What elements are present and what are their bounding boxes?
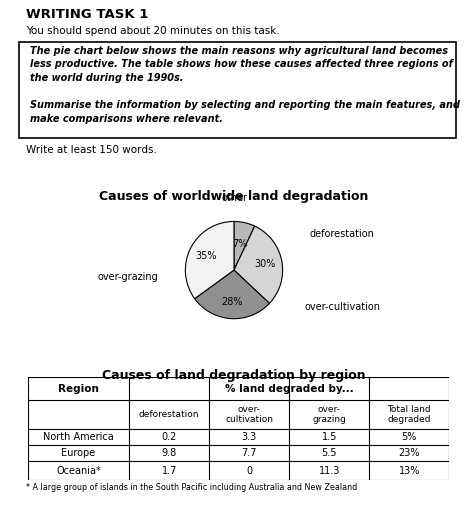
Text: over-
grazing: over- grazing bbox=[312, 404, 346, 424]
Text: 13%: 13% bbox=[399, 465, 420, 476]
Text: WRITING TASK 1: WRITING TASK 1 bbox=[26, 8, 148, 21]
Text: 7.7: 7.7 bbox=[241, 448, 257, 458]
Text: The pie chart below shows the main reasons why agricultural land becomes
less pr: The pie chart below shows the main reaso… bbox=[29, 46, 460, 124]
Text: 7%: 7% bbox=[232, 239, 248, 249]
Text: You should spend about 20 minutes on this task.: You should spend about 20 minutes on thi… bbox=[26, 26, 279, 36]
Text: Total land
degraded: Total land degraded bbox=[388, 404, 431, 424]
Text: Oceania*: Oceania* bbox=[56, 465, 101, 476]
Text: * A large group of islands in the South Pacific including Australia and New Zeal: * A large group of islands in the South … bbox=[26, 483, 357, 492]
Text: 5%: 5% bbox=[402, 432, 417, 442]
Text: 5.5: 5.5 bbox=[322, 448, 337, 458]
Text: over-cultivation: over-cultivation bbox=[305, 302, 380, 312]
Text: over-
cultivation: over- cultivation bbox=[225, 404, 273, 424]
Text: deforestation: deforestation bbox=[309, 228, 374, 239]
Wedge shape bbox=[234, 221, 255, 270]
Text: Causes of land degradation by region: Causes of land degradation by region bbox=[102, 369, 366, 381]
Text: 11.3: 11.3 bbox=[319, 465, 340, 476]
Text: other: other bbox=[221, 193, 247, 203]
Text: 28%: 28% bbox=[221, 296, 243, 307]
Text: 1.7: 1.7 bbox=[161, 465, 177, 476]
Text: 30%: 30% bbox=[255, 259, 276, 269]
Text: 23%: 23% bbox=[399, 448, 420, 458]
Text: 0: 0 bbox=[246, 465, 252, 476]
Wedge shape bbox=[234, 226, 283, 304]
Text: 9.8: 9.8 bbox=[161, 448, 177, 458]
Text: deforestation: deforestation bbox=[139, 410, 199, 419]
Text: over-grazing: over-grazing bbox=[98, 272, 159, 283]
Text: North America: North America bbox=[43, 432, 114, 442]
Text: Europe: Europe bbox=[61, 448, 96, 458]
Text: 0.2: 0.2 bbox=[161, 432, 177, 442]
Text: Write at least 150 words.: Write at least 150 words. bbox=[26, 145, 157, 155]
Wedge shape bbox=[185, 221, 234, 298]
Text: 1.5: 1.5 bbox=[322, 432, 337, 442]
Text: 35%: 35% bbox=[195, 251, 217, 261]
Wedge shape bbox=[195, 270, 270, 318]
Text: 3.3: 3.3 bbox=[241, 432, 257, 442]
Text: % land degraded by...: % land degraded by... bbox=[225, 383, 354, 394]
Text: Region: Region bbox=[58, 383, 99, 394]
Text: Causes of worldwide land degradation: Causes of worldwide land degradation bbox=[99, 190, 369, 203]
